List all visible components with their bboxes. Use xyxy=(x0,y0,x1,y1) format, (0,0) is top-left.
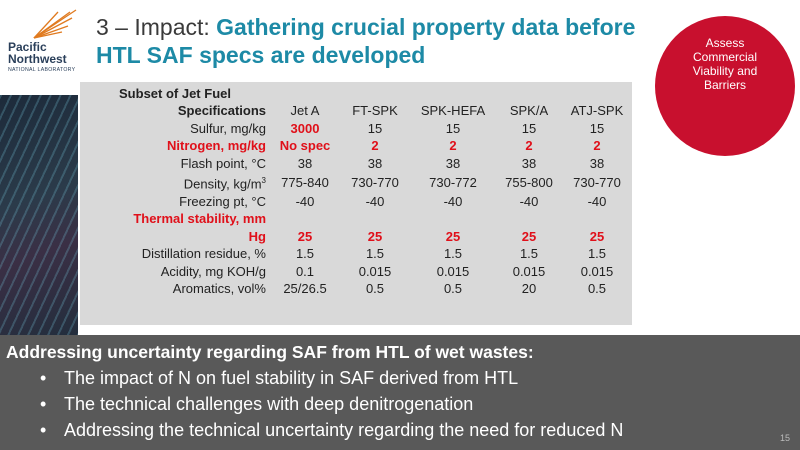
cell: 25 xyxy=(521,228,537,244)
logo-line-2: Northwest xyxy=(8,52,67,66)
logo-line-1: Pacific xyxy=(8,40,47,54)
row-label: Aromatics, vol% xyxy=(172,281,266,297)
cell: 1.5 xyxy=(295,246,315,262)
decorative-side-image xyxy=(0,95,78,355)
row-label: Flash point, °C xyxy=(180,155,266,171)
cell: 0.1 xyxy=(295,263,315,279)
table-row: Distillation residue, % 1.5 1.5 1.5 1.5 … xyxy=(80,245,632,263)
cell: 25 xyxy=(297,228,313,244)
cell: 15 xyxy=(445,120,461,136)
cell: 25 xyxy=(367,228,383,244)
pnnl-logo-icon xyxy=(33,9,77,39)
cell: 38 xyxy=(589,155,605,171)
cell: 1.5 xyxy=(443,246,463,262)
row-label-text: Density, kg/m xyxy=(183,176,262,192)
title-prefix: 3 – Impact: xyxy=(96,14,217,40)
summary-bullets: The impact of N on fuel stability in SAF… xyxy=(40,365,623,443)
pnnl-logo: Pacific Northwest NATIONAL LABORATORY xyxy=(8,8,92,78)
cell: 0.015 xyxy=(580,263,614,279)
cell: -40 xyxy=(365,193,385,209)
col-header: Jet A xyxy=(290,103,320,118)
list-item: The technical challenges with deep denit… xyxy=(40,391,623,417)
cell: 730-770 xyxy=(573,174,621,190)
badge-text: Assess Commercial Viability and Barriers xyxy=(692,36,758,92)
cell: -40 xyxy=(295,193,315,209)
table-row: Density, kg/m3 775-840 730-770 730-772 7… xyxy=(80,172,632,193)
header-row-label: Specifications xyxy=(177,103,266,118)
table-row: Hg 25 25 25 25 25 xyxy=(80,228,632,246)
summary-panel: Addressing uncertainty regarding SAF fro… xyxy=(0,335,800,450)
cell: 0.015 xyxy=(512,263,546,279)
cell: 730-772 xyxy=(429,174,477,190)
col-header: SPK-HEFA xyxy=(420,103,486,118)
cell: 25 xyxy=(589,228,605,244)
logo-line-3: NATIONAL LABORATORY xyxy=(8,67,76,73)
cell: 20 xyxy=(521,281,537,297)
cell: 15 xyxy=(367,120,383,136)
row-label: Sulfur, mg/kg xyxy=(190,120,266,136)
row-label: Hg xyxy=(248,228,266,244)
title-highlight: Gathering crucial property data before H… xyxy=(96,14,636,68)
table-row: Aromatics, vol% 25/26.5 0.5 0.5 20 0.5 xyxy=(80,280,632,298)
cell: 38 xyxy=(297,155,313,171)
theme-badge: Assess Commercial Viability and Barriers xyxy=(655,16,795,156)
cell: -40 xyxy=(587,193,607,209)
table-row: Flash point, °C 38 38 38 38 38 xyxy=(80,155,632,173)
row-label: Density, kg/m3 xyxy=(80,172,270,193)
col-header: FT-SPK xyxy=(352,103,398,118)
cell: 38 xyxy=(445,155,461,171)
col-header: ATJ-SPK xyxy=(570,103,624,118)
cell: -40 xyxy=(443,193,463,209)
cell: 1.5 xyxy=(365,246,385,262)
list-item: The impact of N on fuel stability in SAF… xyxy=(40,365,623,391)
cell: 38 xyxy=(521,155,537,171)
cell: 1.5 xyxy=(587,246,607,262)
row-label-sup: 3 xyxy=(261,176,266,185)
cell: 1.5 xyxy=(519,246,539,262)
cell: 2 xyxy=(371,138,379,153)
cell: 25/26.5 xyxy=(283,281,327,297)
row-label-top: Thermal stability, mm xyxy=(133,211,266,227)
row-label: Nitrogen, mg/kg xyxy=(167,138,266,153)
row-label: Distillation residue, % xyxy=(141,246,266,262)
page-number: 15 xyxy=(779,433,790,443)
cell: 15 xyxy=(589,120,605,136)
header-top-label: Subset of Jet Fuel xyxy=(119,86,231,101)
summary-heading: Addressing uncertainty regarding SAF fro… xyxy=(6,342,534,362)
cell: 2 xyxy=(449,138,457,153)
cell: 775-840 xyxy=(281,174,329,190)
cell: 0.015 xyxy=(358,263,392,279)
cell: 0.5 xyxy=(365,281,385,297)
row-label: Freezing pt, °C xyxy=(179,193,266,209)
cell: 38 xyxy=(367,155,383,171)
cell: 0.5 xyxy=(587,281,607,297)
cell: 3000 xyxy=(290,120,320,136)
list-item: Addressing the technical uncertainty reg… xyxy=(40,417,623,443)
table-header-row: Specifications Jet A FT-SPK SPK-HEFA SPK… xyxy=(80,102,632,120)
cell: 0.5 xyxy=(443,281,463,297)
table-header-top: Subset of Jet Fuel xyxy=(80,82,632,102)
spec-table-panel: Subset of Jet Fuel Specifications Jet A … xyxy=(80,82,632,325)
table-row: Sulfur, mg/kg 3000 15 15 15 15 xyxy=(80,120,632,138)
cell: 2 xyxy=(525,138,533,153)
cell: 730-770 xyxy=(351,174,399,190)
row-label: Acidity, mg KOH/g xyxy=(160,263,266,279)
spec-table: Subset of Jet Fuel Specifications Jet A … xyxy=(80,82,632,298)
cell: 15 xyxy=(521,120,537,136)
cell: No spec xyxy=(279,138,331,153)
cell: 25 xyxy=(445,228,461,244)
table-row: Freezing pt, °C -40 -40 -40 -40 -40 xyxy=(80,193,632,211)
table-row: Nitrogen, mg/kg No spec 2 2 2 2 xyxy=(80,137,632,155)
cell: 2 xyxy=(593,138,601,153)
cell: 755-800 xyxy=(505,174,553,190)
cell: 0.015 xyxy=(436,263,470,279)
cell: -40 xyxy=(519,193,539,209)
slide-title: 3 – Impact: Gathering crucial property d… xyxy=(96,13,656,69)
table-row-label-top: Thermal stability, mm xyxy=(80,210,632,228)
table-row: Acidity, mg KOH/g 0.1 0.015 0.015 0.015 … xyxy=(80,263,632,281)
col-header: SPK/A xyxy=(509,103,549,118)
